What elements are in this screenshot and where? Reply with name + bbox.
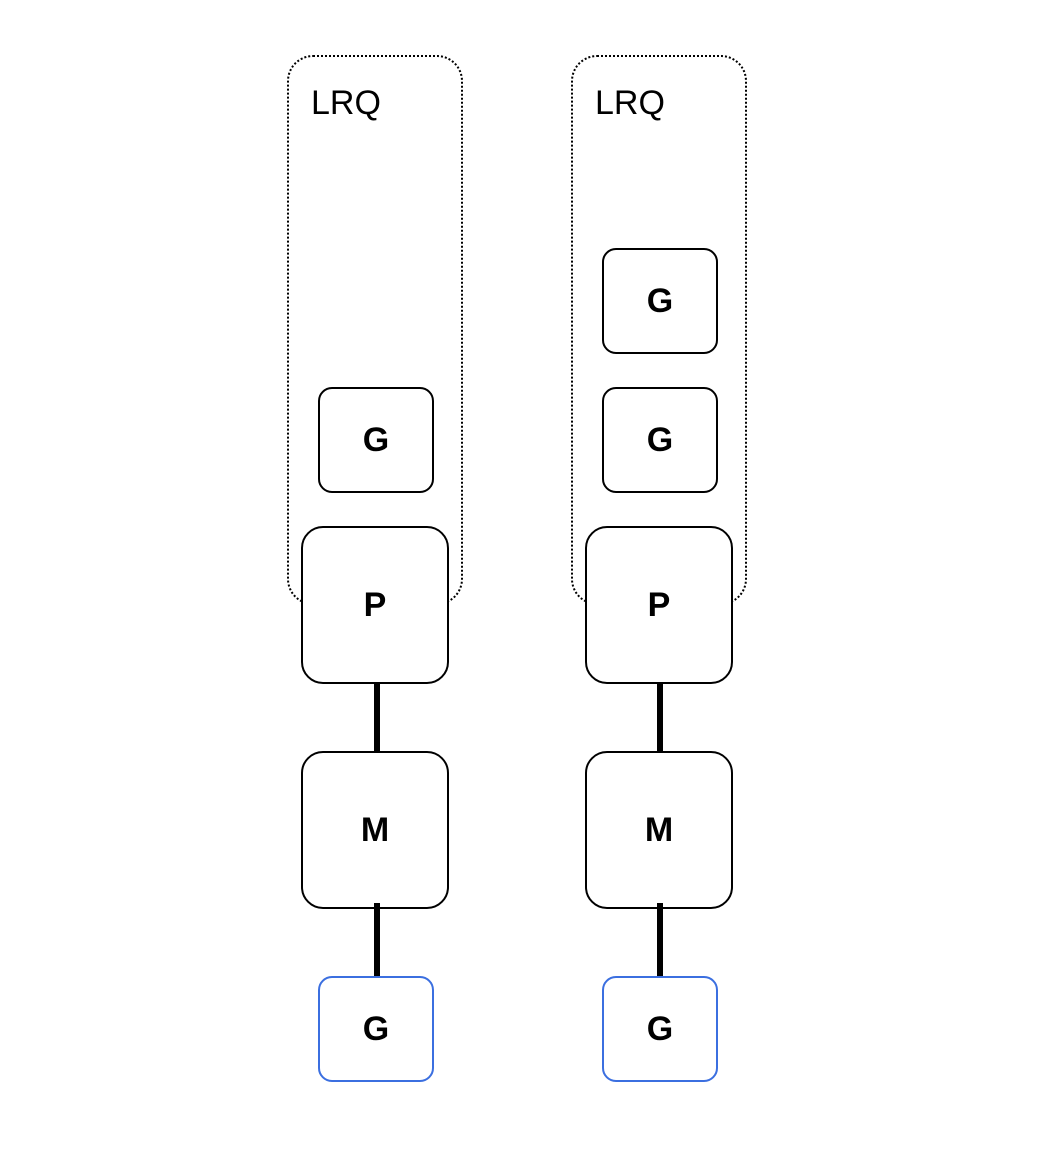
lrq-label-2: LRQ [595, 84, 665, 122]
queued-goroutine-2-1: G [602, 248, 718, 354]
running-goroutine-1: G [318, 976, 434, 1082]
machine-1: M [301, 751, 449, 909]
local-run-queue-1: LRQ [287, 55, 463, 605]
processor-2: P [585, 526, 733, 684]
m-g-link-2 [657, 903, 663, 979]
p-m-link-1 [374, 682, 380, 756]
machine-2: M [585, 751, 733, 909]
lrq-label-1: LRQ [311, 84, 381, 122]
p-m-link-2 [657, 682, 663, 756]
m-g-link-1 [374, 903, 380, 979]
running-goroutine-2: G [602, 976, 718, 1082]
queued-goroutine-2-2: G [602, 387, 718, 493]
processor-1: P [301, 526, 449, 684]
queued-goroutine-1-1: G [318, 387, 434, 493]
